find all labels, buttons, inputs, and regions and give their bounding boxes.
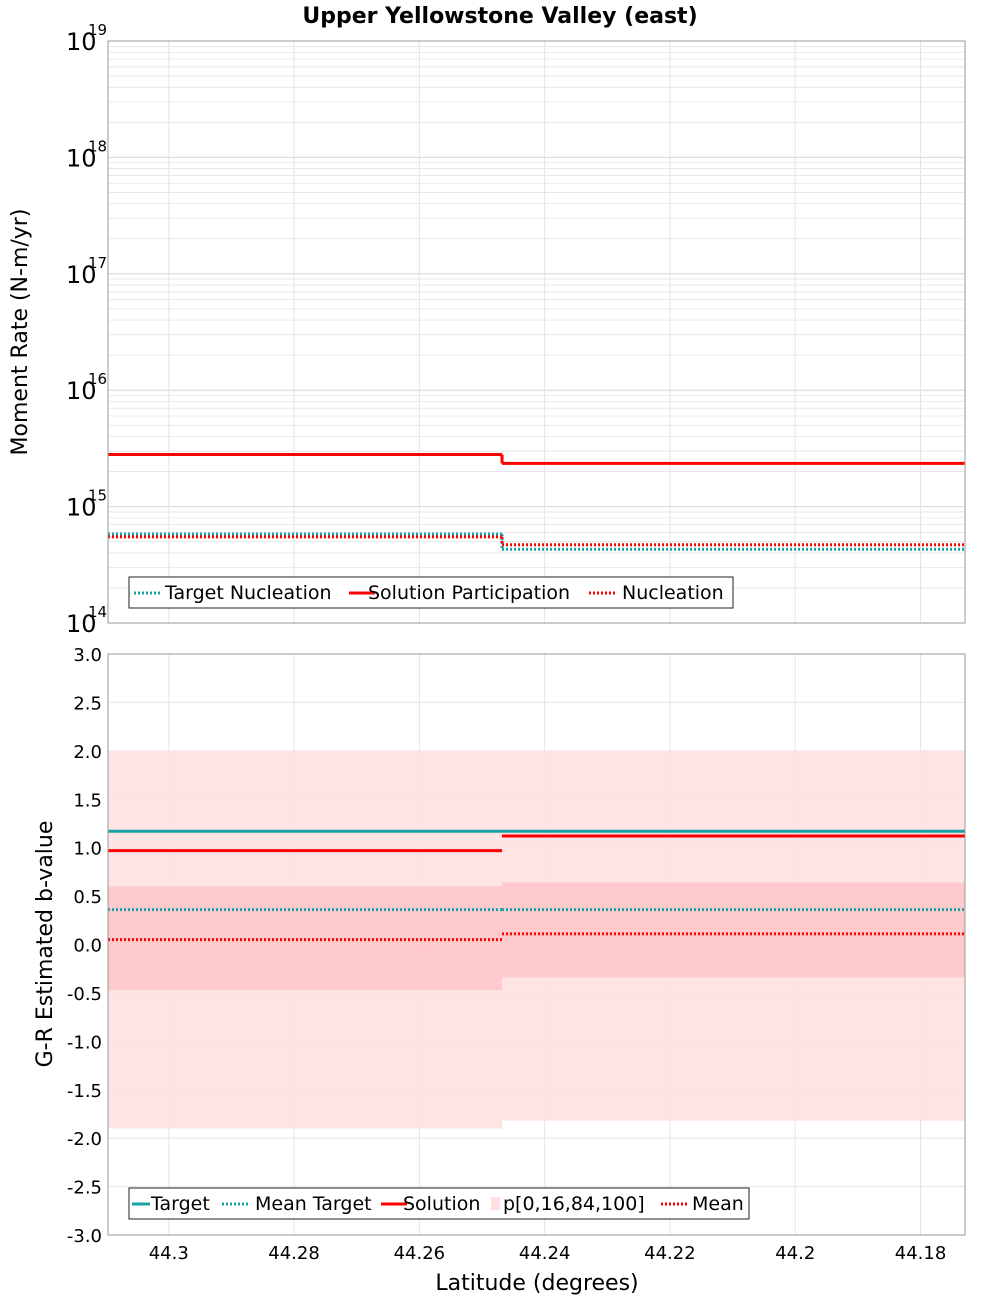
bottom-panel: -3.0 -2.5 -2.0 -1.5 -1.0 -0.5 0.0 0.5 1.0 1.5 2.0 2… [67,645,966,1264]
bottom-y-tick-label: 0.5 [73,887,102,908]
x-tick-label: 44.2 [775,1243,815,1264]
bottom-y-tick-label: -2.5 [67,1178,102,1199]
bottom-y-tick-label: -0.5 [67,984,102,1005]
top-legend-label: Target Nucleation [164,582,332,604]
bottom-legend-box [128,1187,750,1220]
bottom-y-tick-label: -1.5 [67,1081,102,1102]
x-tick-label: 44.24 [519,1243,571,1264]
bottom-legend-label: Solution [403,1193,480,1215]
top-y-tick-base: 10 [66,610,97,638]
top-y-tick-exponent: 15 [88,487,107,505]
bottom-legend-label: Target [150,1193,210,1215]
top-y-tick-exponent: 14 [88,603,107,621]
top-y-tick-exponent: 16 [88,370,107,388]
bottom-legend-label: Mean [692,1193,744,1215]
bottom-y-tick-label: -3.0 [67,1226,102,1247]
x-axis-label: Latitude (degrees) [435,1271,638,1296]
top-y-tick-base: 10 [66,28,97,56]
x-tick-label: 44.26 [394,1243,446,1264]
bottom-y-tick-label: 1.0 [73,839,102,860]
x-tick-label: 44.3 [149,1243,189,1264]
top-y-tick-exponent: 17 [88,254,107,272]
bottom-y-tick-label: -1.0 [67,1032,102,1053]
top-legend-box [128,576,734,609]
top-legend-label: Solution Participation [368,582,570,604]
top-plot-area [108,41,965,623]
x-tick-label: 44.22 [644,1243,696,1264]
bottom-legend-label: Mean Target [255,1193,372,1215]
top-y-axis-label: Moment Rate (N-m/yr) [8,209,33,456]
top-legend-label: Nucleation [622,582,724,604]
band-p16-p84 [502,882,965,978]
top-plot-frame [107,40,966,624]
bottom-plot-frame [107,653,966,1236]
bottom-y-tick-label: 3.0 [73,645,102,666]
top-legend: Target Nucleation Solution Participation N… [128,576,734,609]
bottom-y-tick-label: 2.0 [73,742,102,763]
top-y-tick-base: 10 [66,494,97,522]
bottom-legend: Target Mean Target Solution p[0,16,84,100] M… [128,1187,750,1220]
top-y-tick-base: 10 [66,377,97,405]
bottom-y-axis-label: G-R Estimated b-value [33,821,58,1068]
x-tick-label: 44.18 [895,1243,947,1264]
bottom-y-tick-label: 0.0 [73,936,102,957]
top-y-tick-exponent: 19 [88,21,107,39]
bottom-legend-label: p[0,16,84,100] [503,1193,645,1215]
top-y-tick-base: 10 [66,144,97,172]
x-tick-label: 44.28 [268,1243,320,1264]
bottom-legend-swatch [491,1197,500,1210]
chart-title: Upper Yellowstone Valley (east) [302,4,697,29]
top-y-tick-exponent: 18 [88,137,107,155]
bottom-y-tick-label: -2.0 [67,1129,102,1150]
bottom-y-tick-label: 2.5 [73,693,102,714]
top-y-tick-base: 10 [66,261,97,289]
bottom-y-tick-label: 1.5 [73,790,102,811]
